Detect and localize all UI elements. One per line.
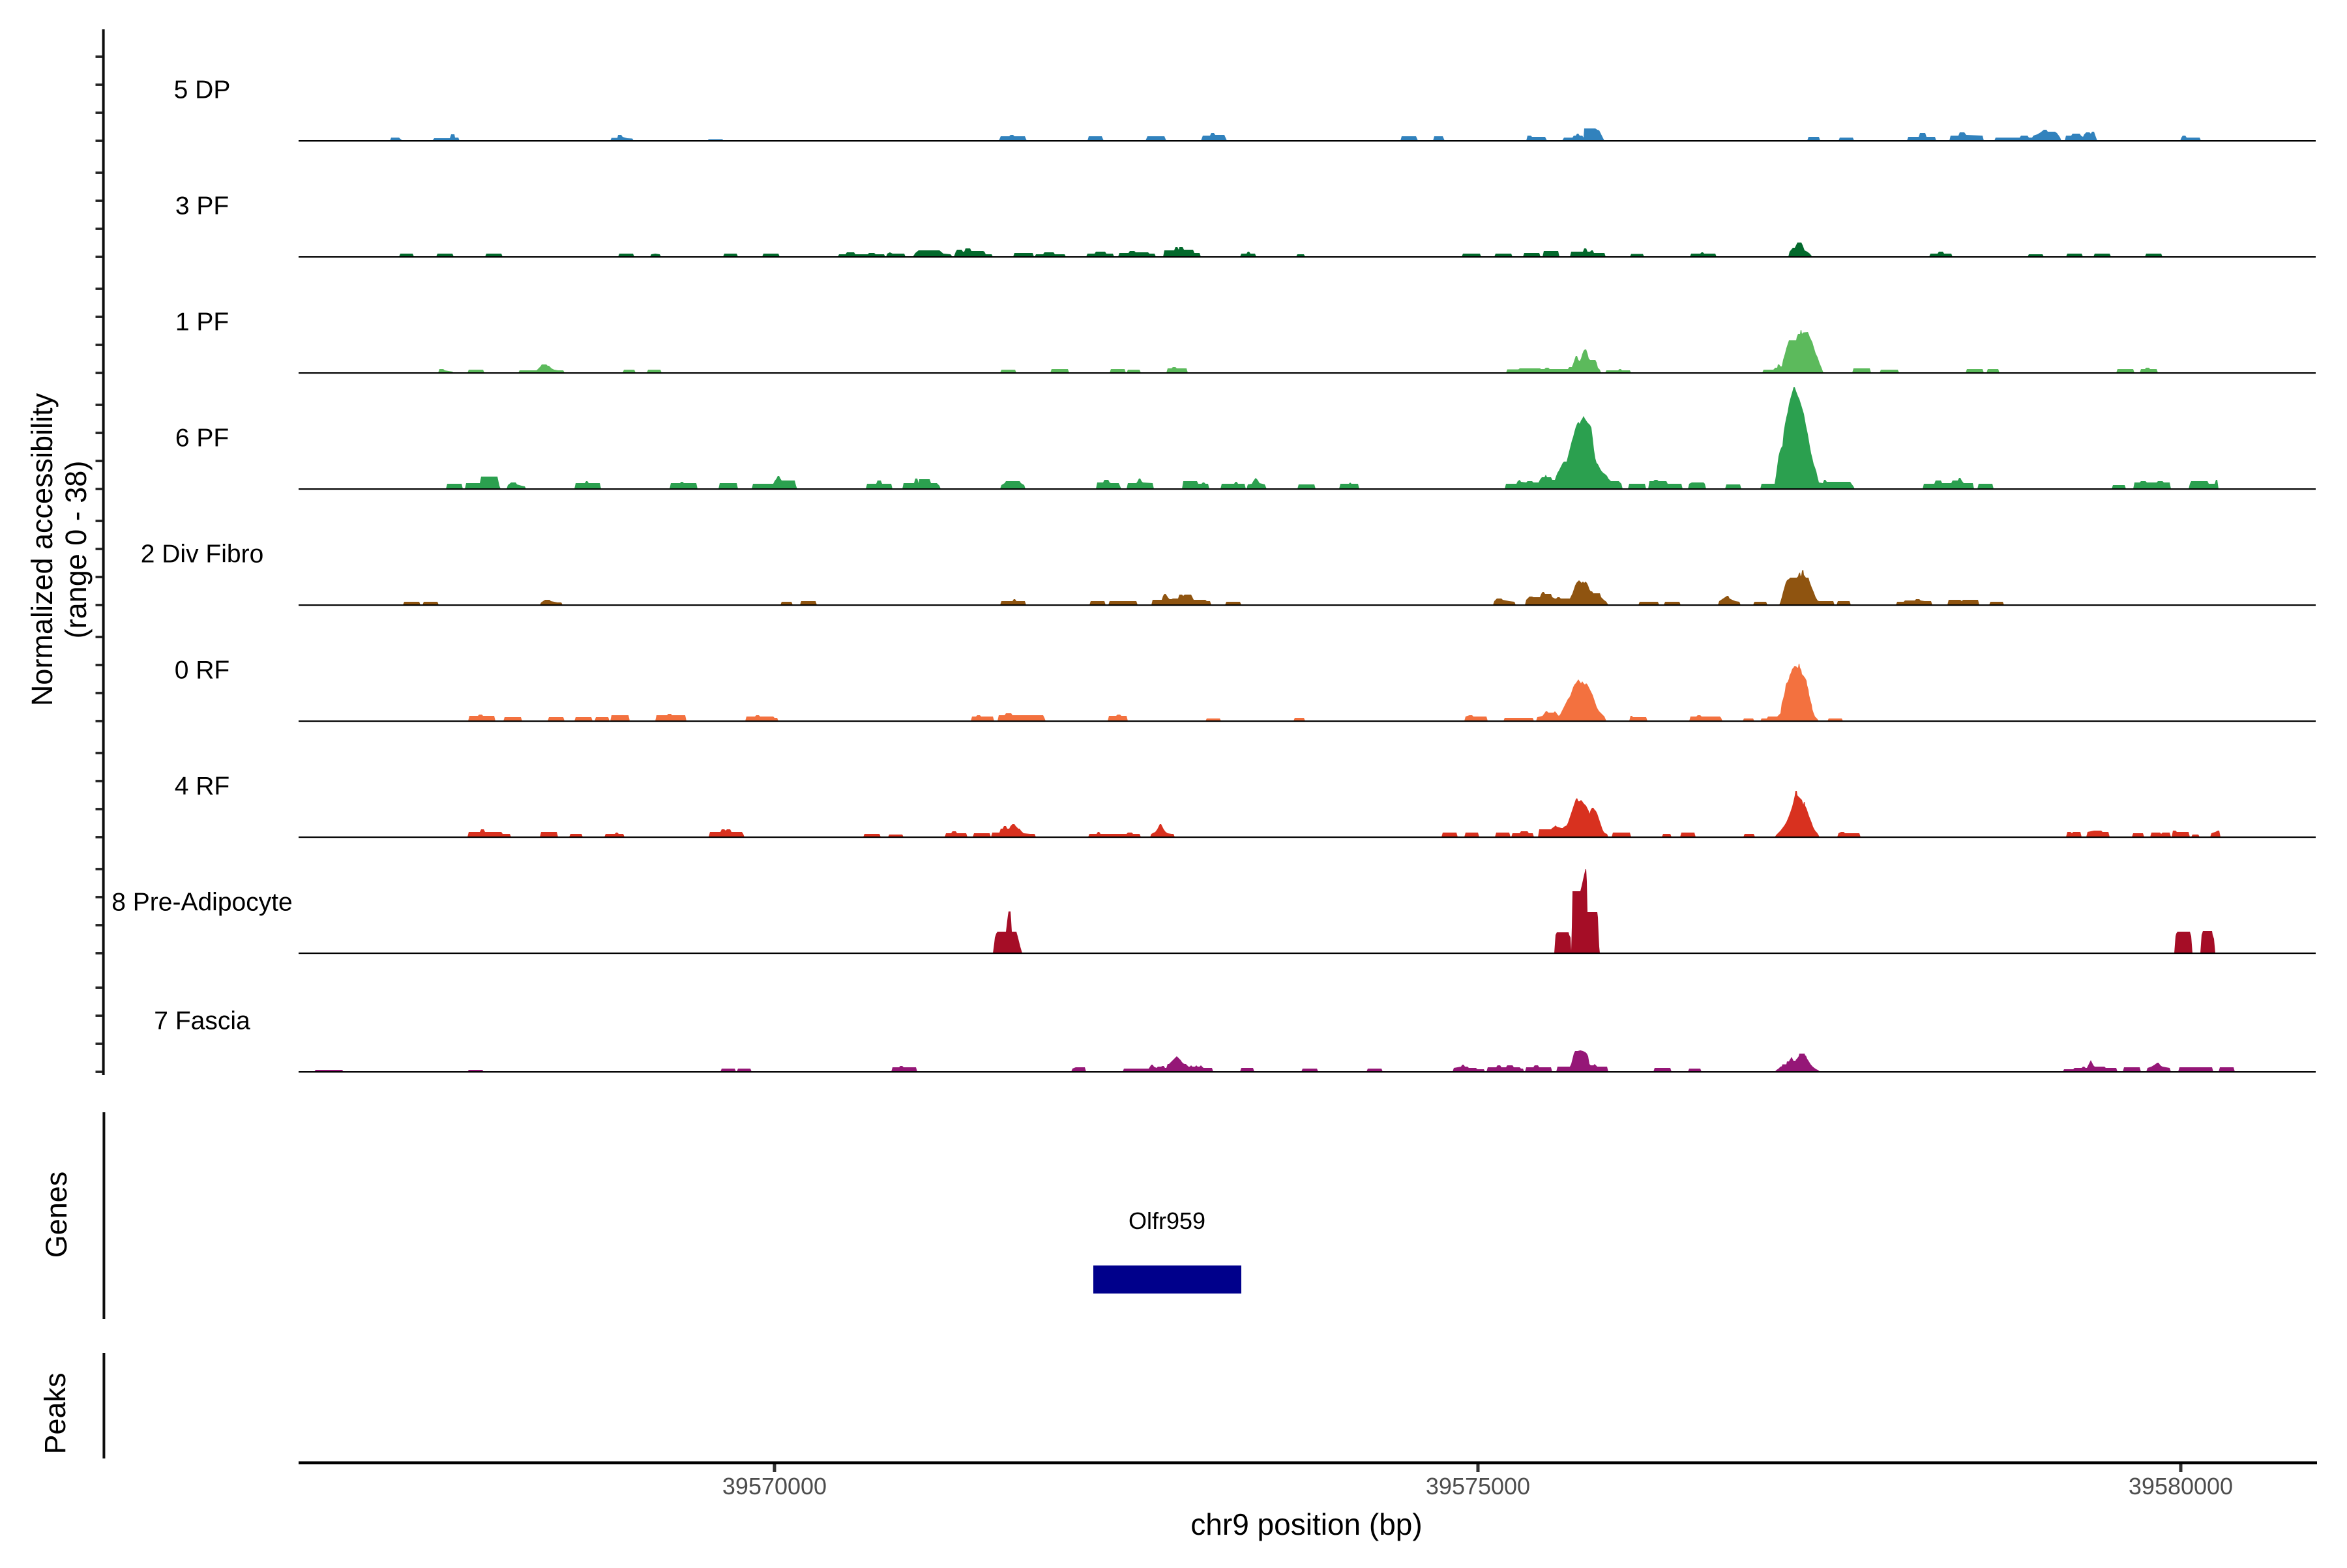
svg-text:Olfr959: Olfr959 xyxy=(1129,1207,1205,1234)
svg-text:Normalized accessibility: Normalized accessibility xyxy=(25,392,59,706)
svg-text:39575000: 39575000 xyxy=(1426,1473,1530,1500)
svg-text:0 RF: 0 RF xyxy=(175,657,230,685)
svg-text:7 Fascia: 7 Fascia xyxy=(154,1007,250,1035)
svg-text:1 PF: 1 PF xyxy=(175,308,229,336)
svg-text:6 PF: 6 PF xyxy=(175,424,229,452)
svg-text:8 Pre-Adipocyte: 8 Pre-Adipocyte xyxy=(111,889,292,917)
svg-text:39580000: 39580000 xyxy=(2129,1473,2233,1500)
svg-text:(range 0 - 38): (range 0 - 38) xyxy=(59,461,93,639)
svg-text:2 Div Fibro: 2 Div Fibro xyxy=(141,540,264,569)
svg-text:chr9 position (bp): chr9 position (bp) xyxy=(1190,1507,1422,1541)
svg-text:4 RF: 4 RF xyxy=(175,773,230,801)
svg-text:Genes: Genes xyxy=(40,1172,73,1258)
svg-text:3 PF: 3 PF xyxy=(175,192,229,220)
svg-text:Peaks: Peaks xyxy=(38,1372,72,1454)
svg-text:5 DP: 5 DP xyxy=(174,76,231,104)
svg-text:39570000: 39570000 xyxy=(722,1473,827,1500)
